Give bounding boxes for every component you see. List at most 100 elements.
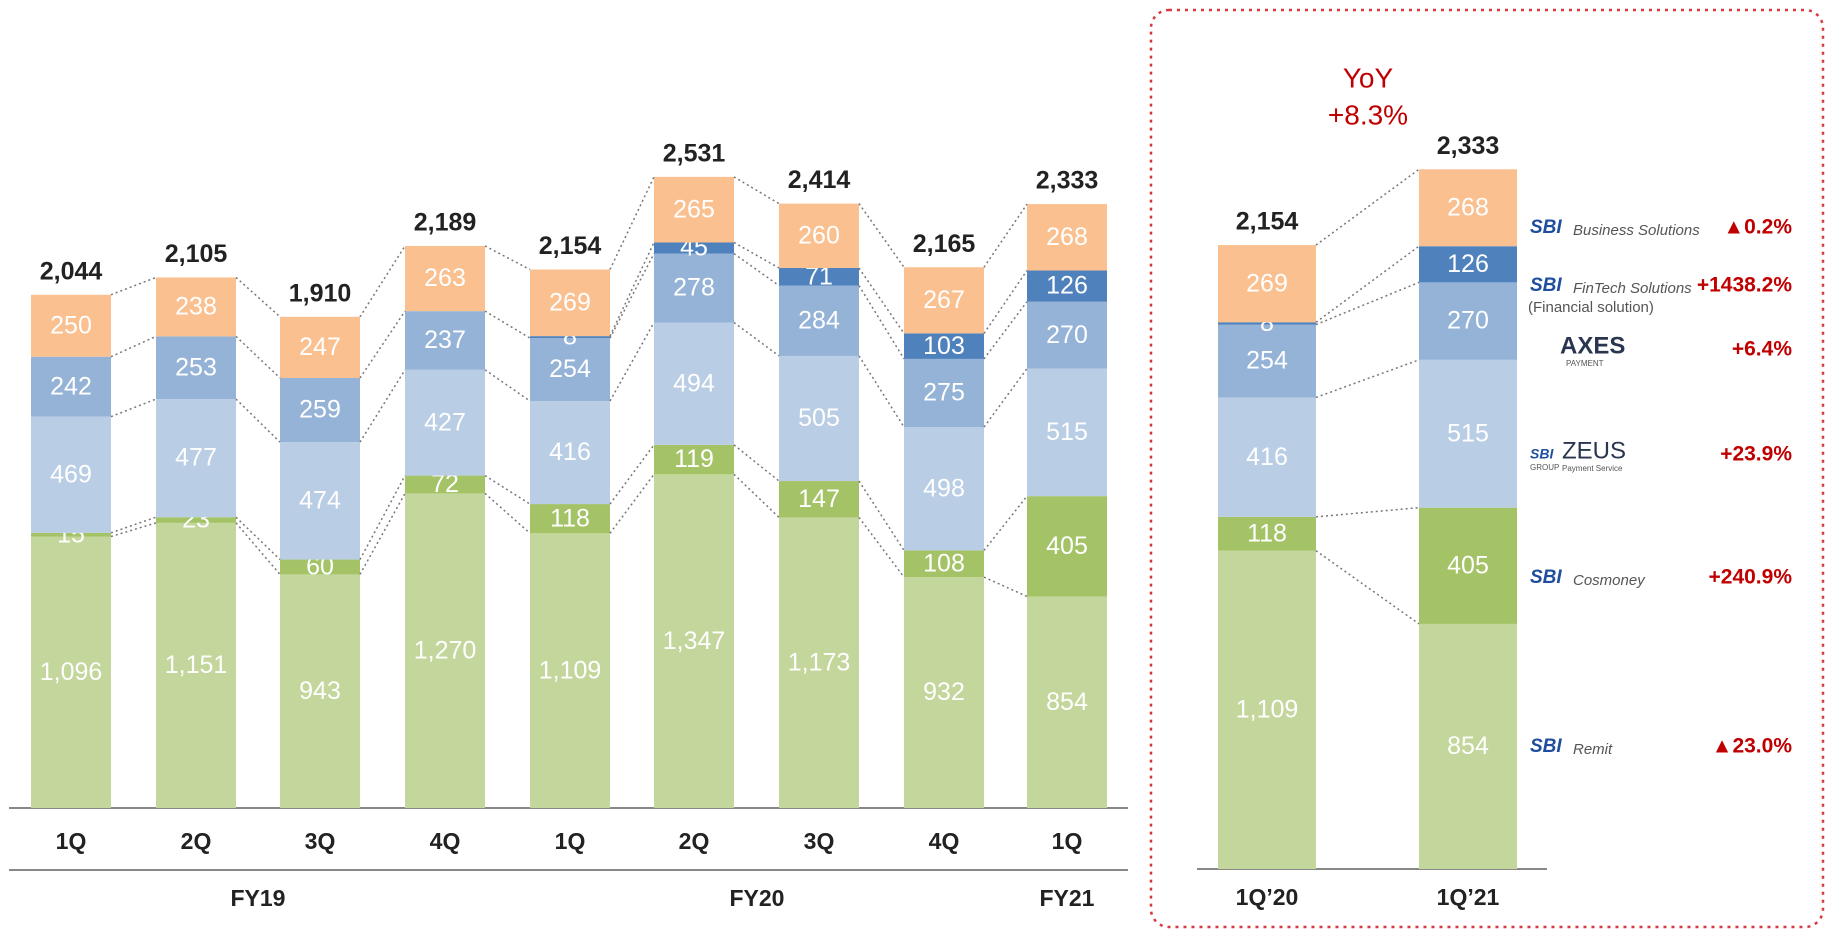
segment-label: 119 (674, 445, 714, 473)
legend-sub: PAYMENT (1566, 359, 1604, 368)
connector (110, 276, 157, 296)
segment-label: 1,173 (788, 648, 851, 676)
bar-segment (654, 176, 734, 243)
segment-label: 284 (798, 306, 840, 334)
total-label: 2,105 (165, 240, 228, 268)
bar-segment (1218, 550, 1316, 869)
legend-yoy: ▲0.2% (1723, 216, 1792, 239)
connector (1315, 359, 1420, 399)
legend-brand: SBI (1530, 275, 1562, 296)
segment-label: 259 (299, 396, 341, 424)
bar-segment (654, 474, 734, 808)
bar-segment (904, 358, 984, 428)
segment-label: 943 (299, 677, 341, 705)
x-tick-label: 3Q (305, 828, 336, 854)
segment-label: 854 (1046, 688, 1088, 716)
segment-label: 269 (549, 288, 591, 316)
total-label: 2,414 (788, 166, 851, 194)
x-tick-label: 2Q (679, 828, 710, 854)
yoy-value: +8.3% (1328, 99, 1408, 130)
segment-label: 267 (923, 286, 965, 314)
legend-name: Remit (1573, 741, 1613, 758)
segment-label: 515 (1447, 419, 1489, 447)
connector (110, 398, 157, 418)
total-label: 2,154 (539, 232, 602, 260)
bar-segment (779, 481, 859, 518)
segment-label: 126 (1046, 272, 1088, 300)
bar-segment (779, 517, 859, 808)
bar-segment (904, 267, 984, 334)
bar-segment (31, 416, 111, 533)
group-label: FY21 (1040, 885, 1095, 911)
connector (983, 495, 1028, 551)
connector (484, 369, 531, 402)
legend-name: AXES (1560, 332, 1625, 359)
bar-segment (1218, 516, 1316, 551)
total-label: 2,531 (663, 139, 726, 167)
connector (858, 355, 905, 428)
bar-segment (779, 285, 859, 356)
bar-segment (31, 536, 111, 808)
segment-label: 477 (175, 444, 217, 472)
x-tick-label: 2Q (181, 828, 212, 854)
bar-segment (1027, 301, 1107, 369)
connector (359, 310, 406, 379)
segment-label: 238 (175, 293, 217, 321)
connector (983, 301, 1028, 360)
bar-segment (1027, 270, 1107, 302)
bar-segment (280, 574, 360, 808)
connector (110, 522, 157, 538)
connector (359, 369, 406, 443)
bar-segment (1419, 359, 1517, 508)
segment-label: 416 (549, 438, 591, 466)
segment-label: 278 (673, 274, 715, 302)
bar-segment (405, 369, 485, 476)
segment-label: 498 (923, 474, 965, 502)
connector (733, 253, 780, 287)
connector (983, 368, 1028, 428)
connector (1315, 550, 1420, 625)
connector (733, 321, 780, 357)
bar-segment (904, 577, 984, 808)
segment-label: 260 (798, 221, 840, 249)
bar-segment (1027, 496, 1107, 597)
bar-segment (156, 399, 236, 518)
segment-label: 1,109 (1236, 695, 1299, 723)
connector (733, 473, 780, 518)
bar-segment (1027, 596, 1107, 808)
bar-segment (654, 242, 734, 254)
segment-label: 515 (1046, 418, 1088, 446)
connector (609, 242, 655, 337)
connector (484, 310, 531, 339)
bar-segment (1419, 246, 1517, 283)
total-label: 2,154 (1236, 208, 1299, 236)
connector (484, 492, 531, 534)
connector (983, 270, 1028, 334)
connector (733, 241, 780, 269)
bar-segment (405, 493, 485, 808)
bar-segment (1419, 507, 1517, 624)
segment-label: 1,096 (40, 658, 103, 686)
connector (235, 398, 281, 443)
segment-label: 275 (923, 379, 965, 407)
bar-segment (1419, 282, 1517, 360)
x-tick-label: 4Q (929, 828, 960, 854)
total-label: 1,910 (289, 279, 352, 307)
legend-name: Business Solutions (1573, 222, 1700, 239)
bar-segment (156, 277, 236, 337)
segment-label: 1,347 (663, 627, 726, 655)
segment-label: 494 (673, 369, 715, 397)
segment-label: 1,109 (539, 656, 602, 684)
connector (235, 516, 281, 561)
legend-brand: SBI (1530, 217, 1562, 238)
segment-label: 118 (550, 504, 590, 532)
bar-segment (31, 356, 111, 417)
x-tick-label: 1Q’21 (1437, 884, 1500, 910)
bar-segment (405, 475, 485, 494)
segment-label: 469 (50, 460, 92, 488)
bar-segment (530, 269, 610, 337)
total-label: 2,044 (40, 257, 103, 285)
bar-segment (530, 336, 610, 339)
segment-label: 427 (424, 408, 466, 436)
connector (1315, 168, 1420, 246)
